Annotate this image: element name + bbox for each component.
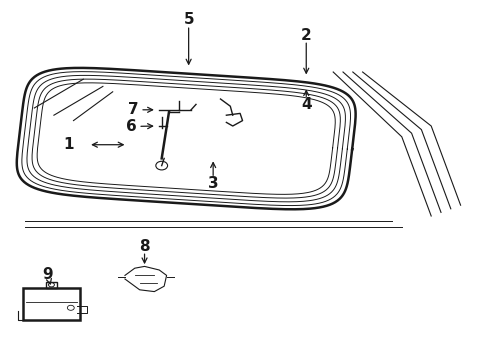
Text: 6: 6 <box>126 119 137 134</box>
Text: 4: 4 <box>301 97 312 112</box>
Text: 7: 7 <box>128 102 139 117</box>
Text: 5: 5 <box>183 12 194 27</box>
Text: 1: 1 <box>63 137 74 152</box>
Text: 9: 9 <box>43 267 53 282</box>
Text: 8: 8 <box>139 239 150 254</box>
Text: 2: 2 <box>301 28 312 43</box>
Text: 3: 3 <box>208 176 219 191</box>
